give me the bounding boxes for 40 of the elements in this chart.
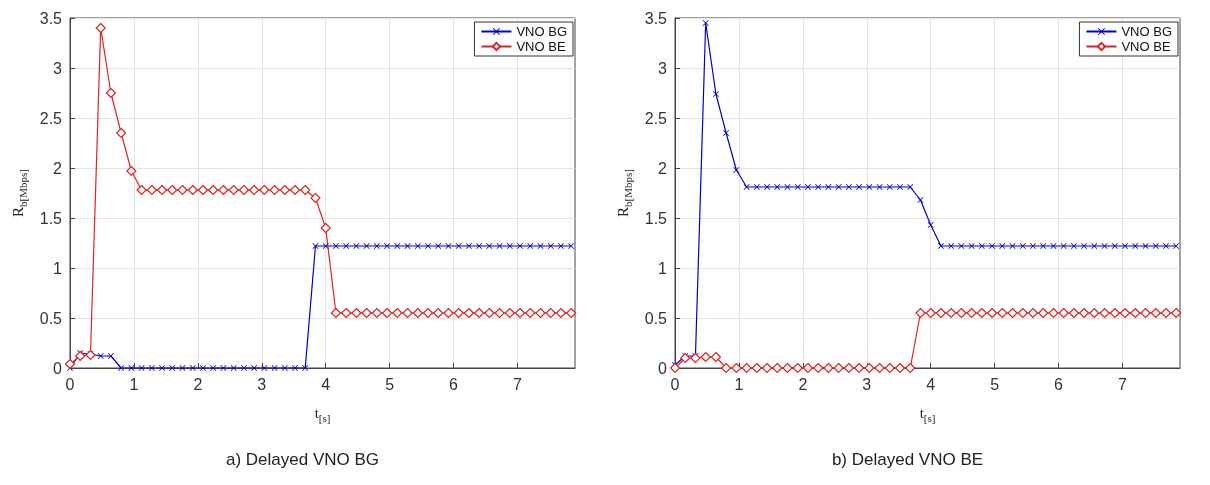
legend-label: VNO BG [1121, 24, 1173, 39]
y-tick-label: 0 [658, 359, 668, 377]
y-tick-label: 2.5 [39, 109, 63, 127]
x-tick-label: 1 [734, 375, 744, 393]
x-tick-label: 2 [798, 375, 808, 393]
x-tick-label: 7 [513, 375, 523, 393]
legend-label: VNO BE [1121, 39, 1171, 54]
y-tick-label: 1.5 [644, 209, 668, 227]
x-tick-label: 1 [129, 375, 139, 393]
y-tick-label: 2 [658, 159, 668, 177]
y-tick-label: 1 [658, 259, 668, 277]
legend-label: VNO BG [516, 24, 568, 39]
y-tick-label: 1 [53, 259, 63, 277]
y-tick-label: 3 [53, 59, 63, 77]
y-axis-title: Rb[Mbps] [615, 169, 635, 217]
x-tick-label: 3 [862, 375, 872, 393]
y-tick-label: 0 [53, 359, 63, 377]
text: a) Delayed VNO BG [225, 450, 380, 469]
x-tick-label: 2 [193, 375, 203, 393]
y-tick-label: 2.5 [644, 109, 668, 127]
y-tick-label: 0.5 [644, 309, 668, 327]
y-axis-title: Rb[Mbps] [10, 169, 30, 217]
y-tick-label: 1.5 [39, 209, 63, 227]
x-tick-label: 7 [1118, 375, 1128, 393]
text: b) Delayed VNO BE [831, 450, 984, 469]
x-tick-label: 4 [926, 375, 936, 393]
x-tick-label: 6 [449, 375, 459, 393]
x-tick-label: 6 [1054, 375, 1064, 393]
x-tick-label: 5 [385, 375, 395, 393]
x-tick-label: 3 [257, 375, 267, 393]
x-tick-label: 4 [321, 375, 331, 393]
x-tick-label: 5 [990, 375, 1000, 393]
y-tick-label: 3.5 [644, 9, 668, 27]
y-tick-label: 3 [658, 59, 668, 77]
x-tick-label: 0 [670, 375, 680, 393]
y-tick-label: 3.5 [39, 9, 63, 27]
y-tick-label: 0.5 [39, 309, 63, 327]
legend-label: VNO BE [516, 39, 566, 54]
y-tick-label: 2 [53, 159, 63, 177]
x-tick-label: 0 [65, 375, 75, 393]
